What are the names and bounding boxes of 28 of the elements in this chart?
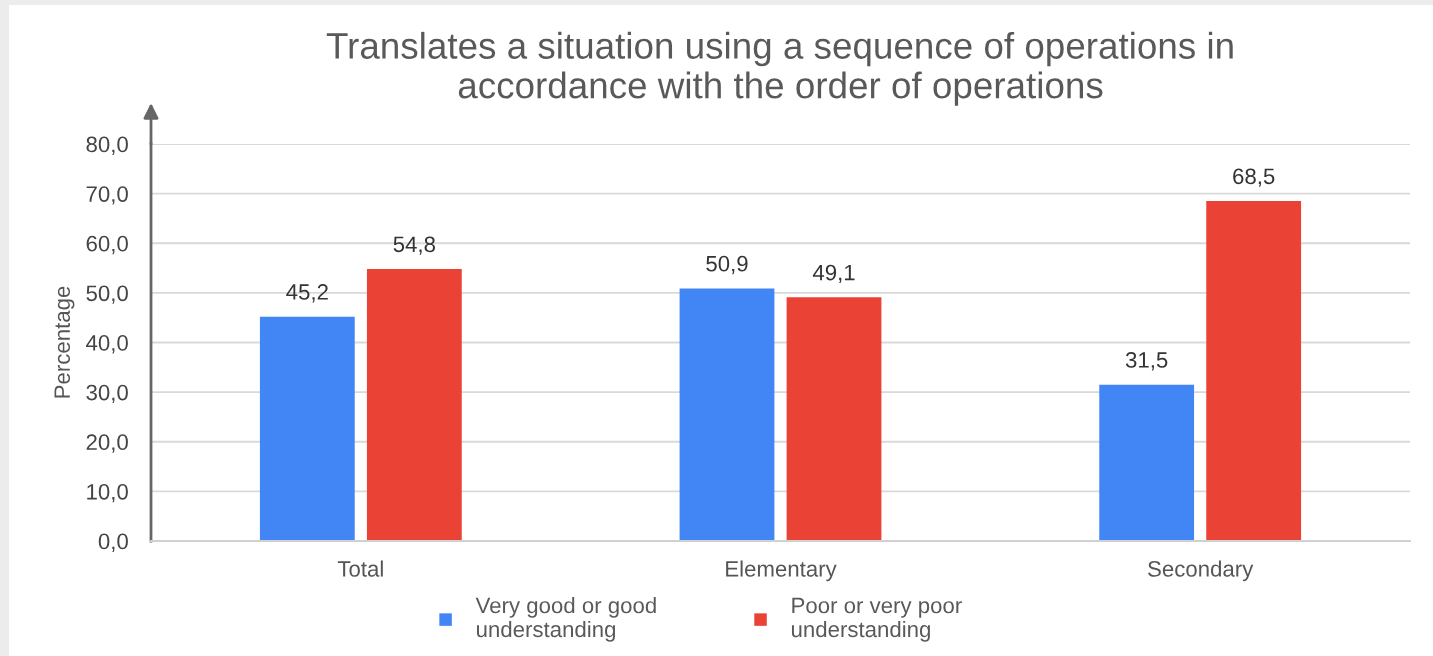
x-tick-label: Secondary	[1148, 560, 1254, 582]
data-label: 50,9	[706, 255, 748, 275]
bar	[366, 269, 462, 541]
y-tick-label: 10,0	[87, 483, 128, 503]
y-tick-label: 70,0	[86, 186, 128, 205]
y-tick-label: 30,0	[86, 384, 128, 404]
bar	[786, 297, 882, 541]
y-tick-label: 0,0	[98, 533, 128, 552]
legend-label: Poor or very poor understanding	[791, 597, 962, 642]
data-label: 49,1	[812, 264, 855, 284]
x-tick-label: Total	[337, 560, 383, 577]
bar	[679, 288, 775, 541]
bar	[1099, 384, 1195, 541]
y-tick-label: 80,0	[86, 136, 128, 155]
data-label: 54,8	[393, 236, 435, 255]
y-tick-label: 20,0	[86, 434, 128, 453]
x-tick-label: Elementary	[726, 560, 837, 582]
chart-title: Translates a situation using a sequence of operations in accordance with the order of operations	[326, 31, 1233, 106]
y-tick-label: 60,0	[86, 235, 128, 255]
legend-label: Very good or good understanding	[475, 597, 656, 642]
bar	[259, 316, 355, 541]
data-label: 31,5	[1125, 352, 1168, 371]
y-axis-title: Percentage	[54, 286, 75, 398]
y-tick-label: 40,0	[86, 335, 128, 354]
data-label: 45,2	[286, 284, 328, 303]
data-label: 68,5	[1233, 168, 1275, 187]
bar	[1206, 201, 1302, 541]
y-tick-label: 50,0	[86, 285, 128, 304]
